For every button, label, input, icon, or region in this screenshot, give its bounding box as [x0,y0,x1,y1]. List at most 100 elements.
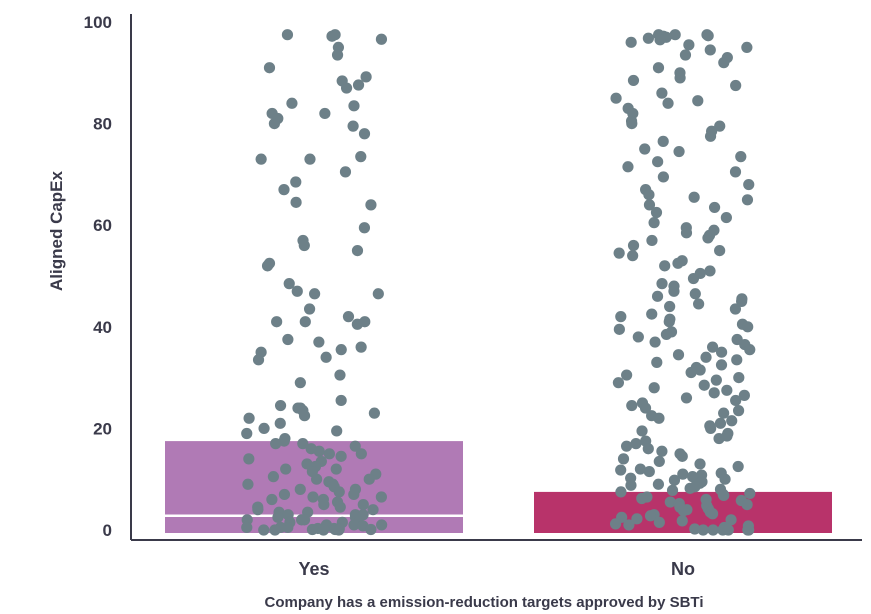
data-point-yes [360,71,372,83]
data-point-no [714,417,727,429]
y-tick-label: 40 [93,318,112,337]
data-point-no [719,473,731,485]
data-point-yes [376,519,388,531]
data-point-yes [355,151,367,163]
data-point-no [652,478,665,490]
data-point-yes [335,450,347,462]
data-point-yes [274,399,287,412]
data-point-no [642,32,655,44]
data-point-no [677,468,689,480]
data-point-no [698,379,710,391]
data-point-yes [282,333,294,346]
data-point-yes [252,354,265,366]
data-point-no [722,524,734,536]
data-point-yes [297,438,309,450]
data-point-no [718,57,730,69]
data-point-yes [267,471,280,483]
data-point-no [718,489,730,502]
data-point-no [679,49,692,61]
data-point-no [653,412,665,424]
data-point-no [625,479,637,491]
data-point-no [646,308,658,320]
bar-yes [165,441,463,533]
data-point-yes [294,483,306,495]
data-point-yes [303,303,316,315]
data-point-no [743,524,755,536]
data-point-no [656,87,668,99]
data-point-yes [298,410,311,422]
x-category-label-yes: Yes [298,559,329,579]
data-point-no [684,482,696,494]
data-point-no [707,341,719,353]
data-point-no [664,496,676,508]
data-point-yes [363,473,375,485]
data-point-no [714,245,726,257]
data-point-yes [266,493,278,506]
data-point-yes [258,524,270,536]
data-point-no [672,349,685,361]
data-point-no [669,29,681,41]
data-point-yes [241,521,253,534]
data-point-no [743,178,755,191]
data-point-no [689,288,701,300]
y-tick-label: 80 [93,115,112,134]
data-point-no [648,217,660,229]
data-point-yes [299,316,311,328]
data-point-no [708,201,721,214]
data-point-yes [290,196,302,208]
data-point-no [706,508,719,520]
data-point-no [741,499,753,511]
data-point-no [639,402,652,414]
data-point-no [613,247,625,259]
data-point-yes [317,524,330,536]
data-point-no [694,458,706,470]
data-point-no [630,438,642,450]
data-point-yes [335,394,347,407]
data-point-no [708,387,720,399]
data-point-no [668,474,681,486]
data-point-no [729,166,742,178]
data-point-yes [348,519,360,531]
data-point-no [692,95,704,107]
x-category-label-no: No [671,559,695,579]
data-point-no [648,382,660,394]
data-point-yes [261,260,274,272]
data-point-no [615,311,627,323]
data-point-no [738,389,750,401]
data-point-yes [334,501,346,513]
data-point-no [649,336,661,348]
data-point-no [654,34,666,46]
data-point-no [632,331,644,343]
points-layer [241,29,756,536]
data-point-no [652,156,664,168]
data-point-yes [268,118,281,130]
data-point-no [702,30,714,42]
x-category-labels: Yes No [298,559,695,579]
data-point-no [721,384,733,396]
data-point-no [694,364,706,376]
data-point-no [659,260,671,272]
data-point-no [725,514,737,526]
data-point-no [688,191,700,203]
data-point-yes [342,311,355,323]
data-point-no [625,36,637,48]
data-point-yes [348,488,360,501]
data-point-no [683,39,695,51]
data-point-no [744,344,756,356]
data-point-no [639,143,651,155]
data-point-yes [281,29,294,41]
data-point-yes [352,79,365,91]
data-point-no [730,394,742,407]
data-point-yes [258,422,270,434]
data-point-no [732,405,745,417]
data-point-yes [298,514,311,526]
data-point-yes [355,448,367,460]
data-point-yes [375,491,387,503]
data-point-yes [320,351,332,363]
y-tick-label: 0 [103,521,112,540]
data-point-no [664,300,676,313]
data-point-yes [375,33,388,45]
data-point-no [612,377,625,389]
data-point-yes [331,425,343,437]
data-point-no [652,62,665,74]
